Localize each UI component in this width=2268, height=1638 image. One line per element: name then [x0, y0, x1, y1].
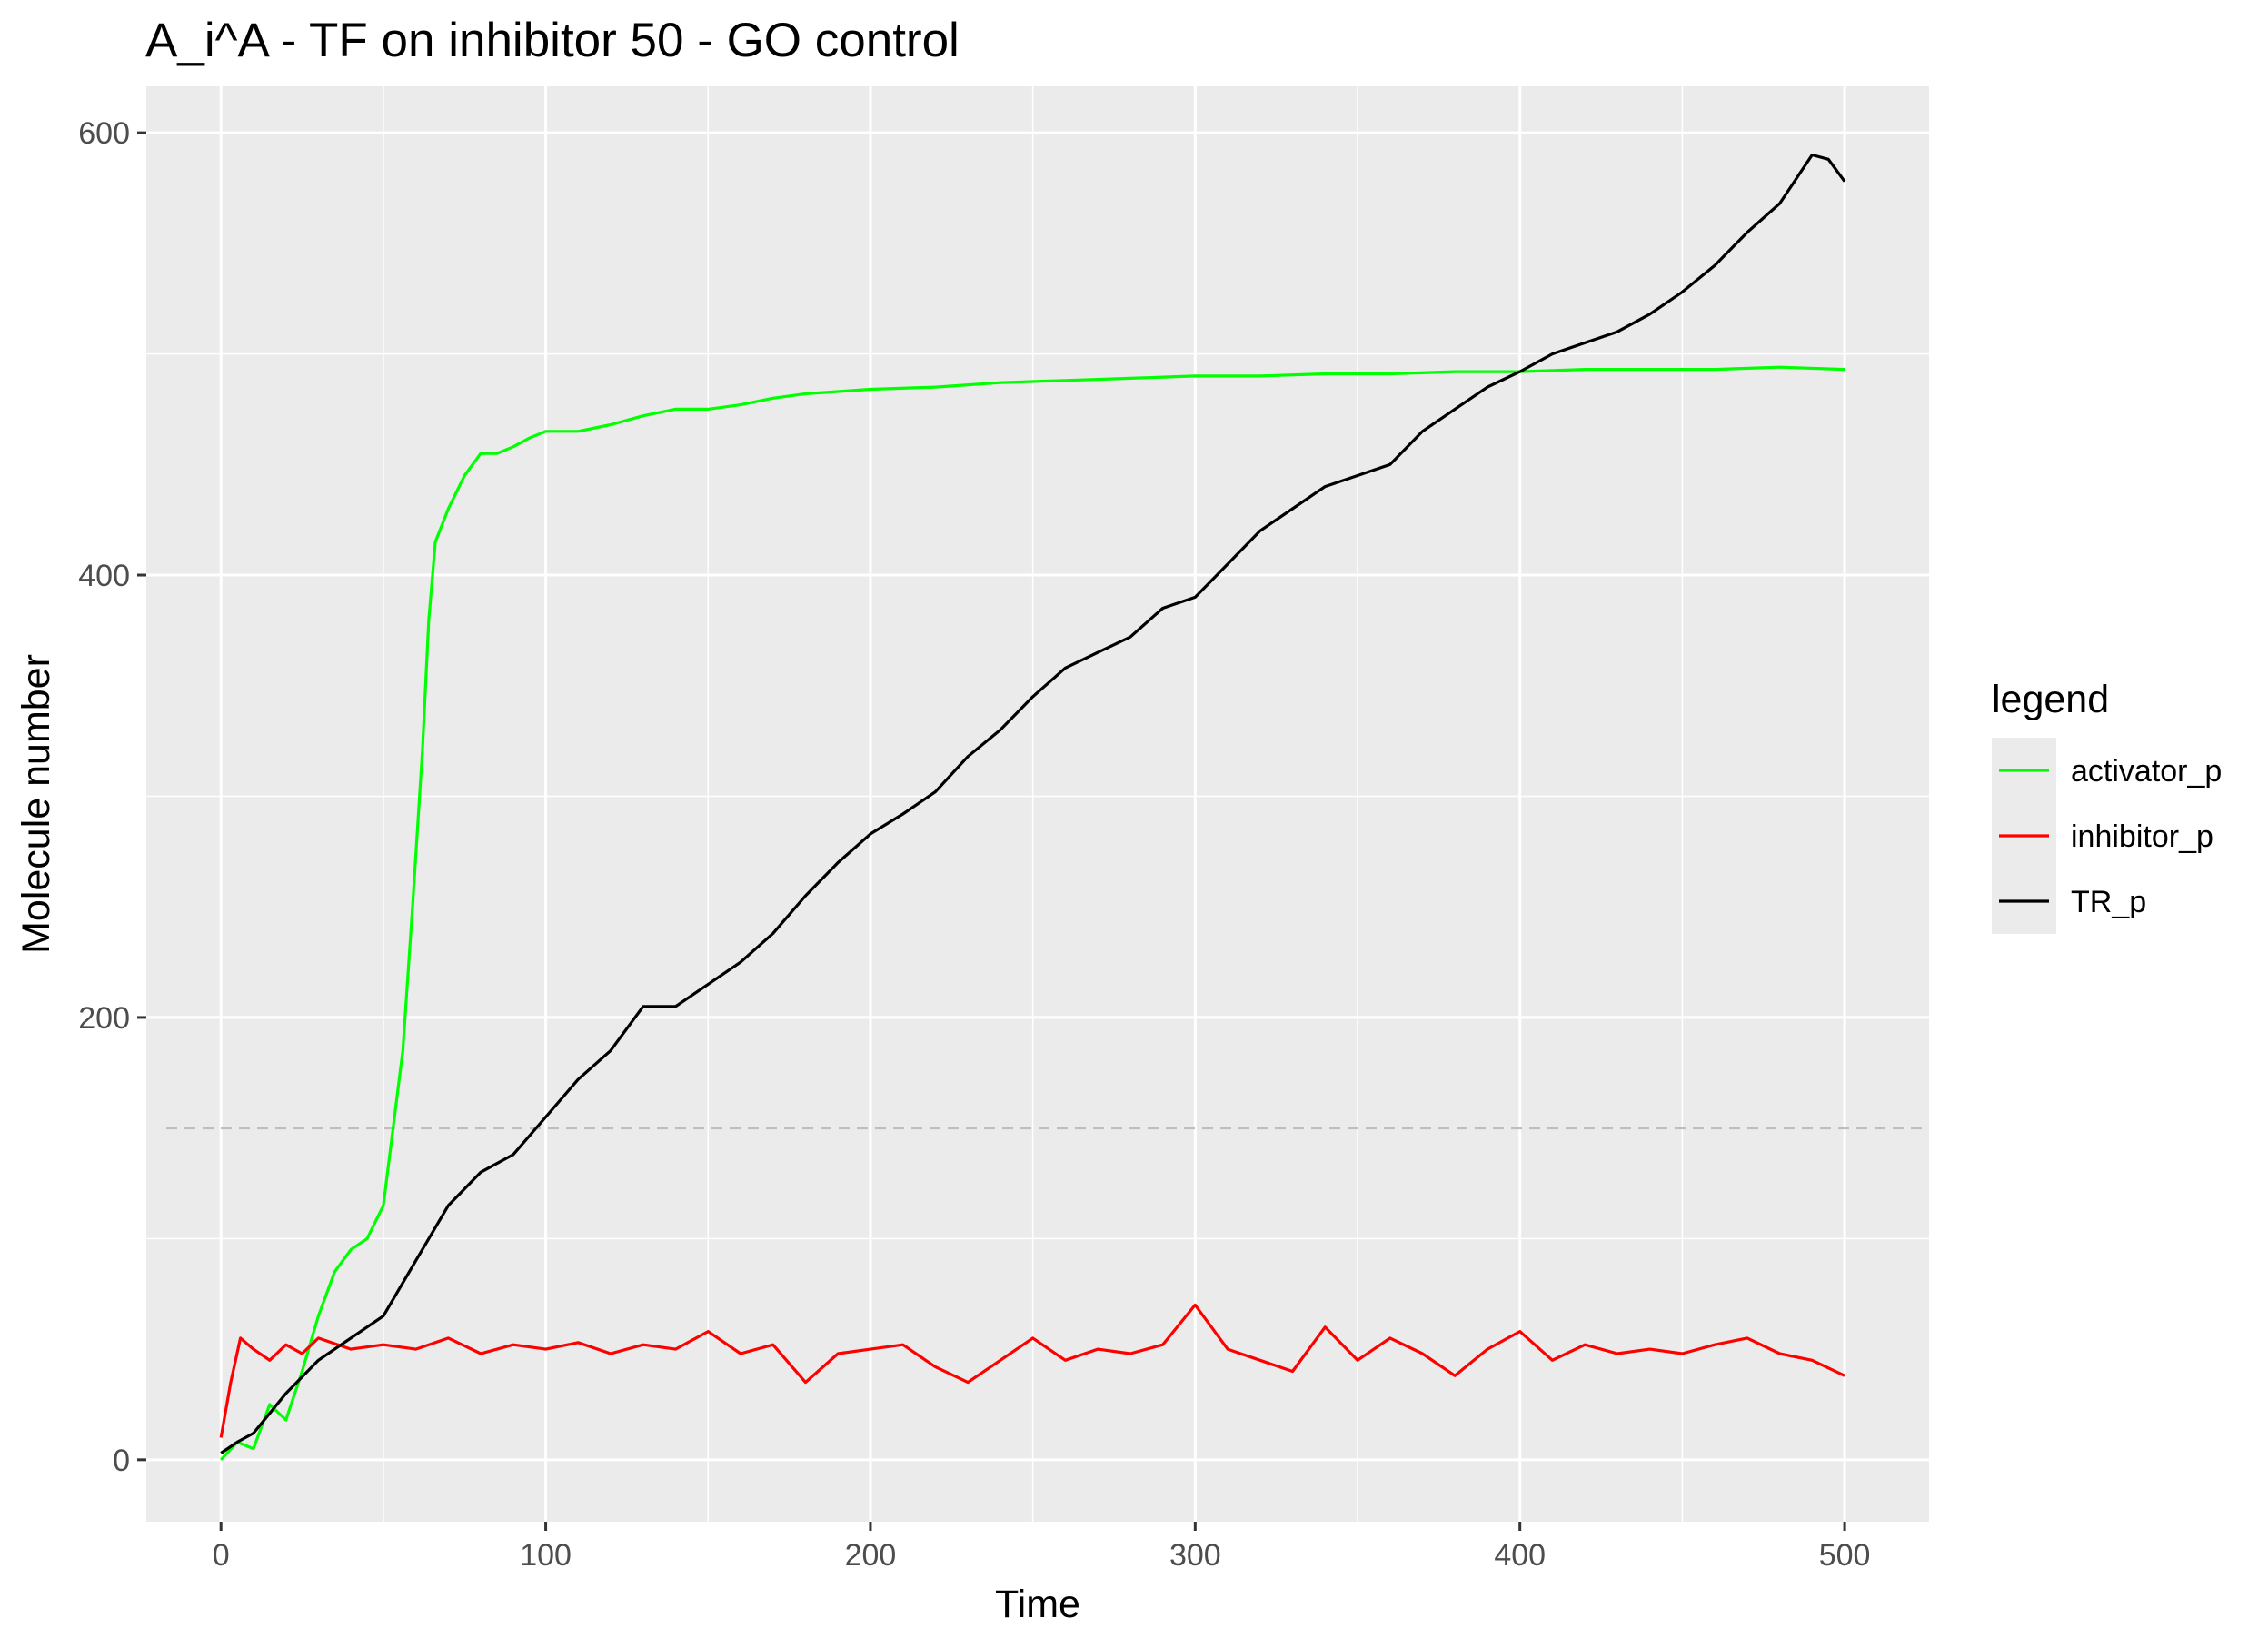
- legend-title: legend: [1992, 678, 2109, 721]
- series-lines: [219, 153, 1846, 1461]
- legend-label-activator_p: activator_p: [2071, 754, 2222, 789]
- y-tick-label: 600: [78, 116, 130, 151]
- x-tick-label: 100: [520, 1538, 572, 1573]
- x-tick-label: 200: [845, 1538, 897, 1573]
- x-tick-label: 400: [1494, 1538, 1546, 1573]
- x-axis-ticks: 0 100 200 300 400 500: [213, 1522, 1871, 1573]
- y-tick-label: 0: [113, 1444, 130, 1478]
- y-axis-ticks: 0 200 400 600: [78, 116, 146, 1478]
- minor-gridlines: [146, 86, 1929, 1522]
- x-tick-label: 500: [1819, 1538, 1871, 1573]
- x-axis-title: Time: [995, 1583, 1080, 1626]
- y-axis-title: Molecule number: [15, 654, 58, 954]
- legend: legend activator_p inhibitor_p TR_p: [1992, 678, 2222, 934]
- series-line-TR_p: [220, 153, 1846, 1454]
- major-gridlines: [146, 86, 1929, 1522]
- y-tick-label: 400: [78, 559, 130, 593]
- legend-keys: activator_p inhibitor_p TR_p: [1992, 738, 2222, 934]
- legend-label-inhibitor_p: inhibitor_p: [2071, 819, 2213, 854]
- chart-title: A_i^A - TF on inhibitor 50 - GO control: [145, 14, 960, 67]
- series-line-activator_p: [220, 365, 1845, 1461]
- plot-panel: [146, 86, 1929, 1522]
- x-tick-label: 0: [213, 1538, 230, 1573]
- x-tick-label: 300: [1169, 1538, 1221, 1573]
- y-tick-label: 200: [78, 1001, 130, 1036]
- legend-label-TR_p: TR_p: [2071, 885, 2146, 919]
- series-line-inhibitor_p: [219, 1303, 1845, 1438]
